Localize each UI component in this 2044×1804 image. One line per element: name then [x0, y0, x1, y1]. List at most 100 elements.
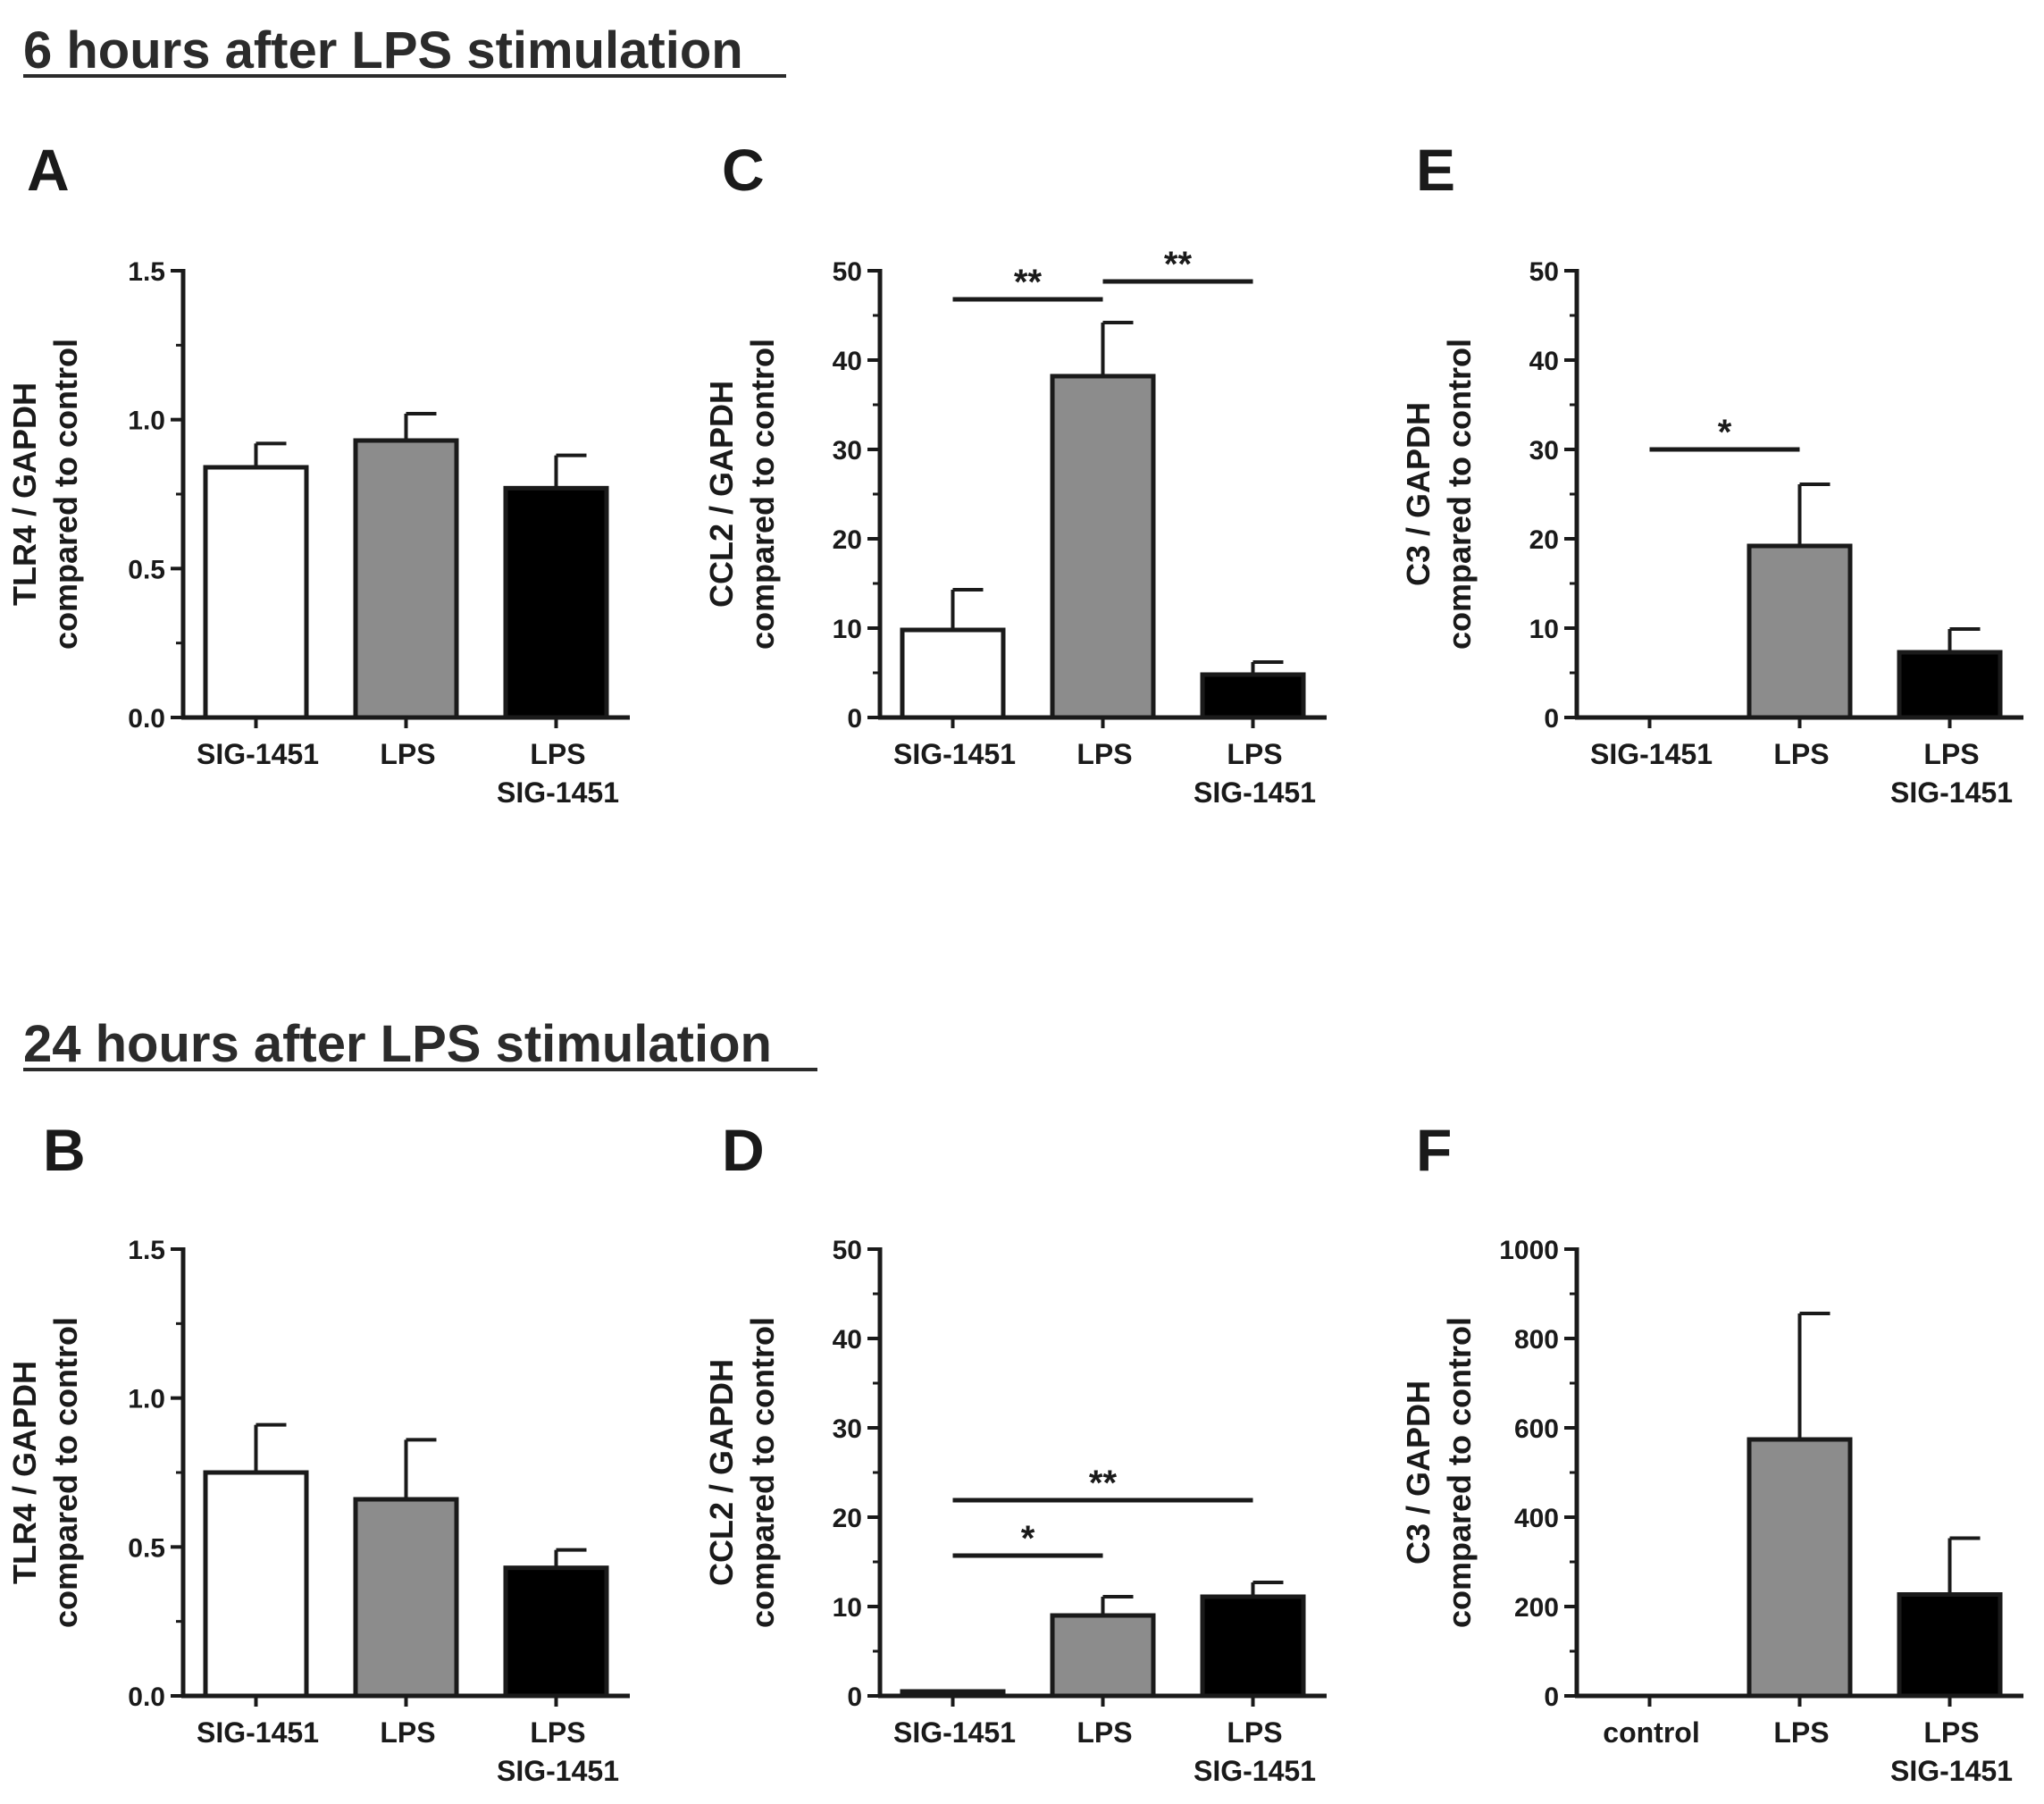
x-tick-label: LPS — [1773, 738, 1829, 770]
y-tick-label: 50 — [833, 1236, 862, 1265]
bar — [900, 627, 1006, 720]
y-tick-label: 1.0 — [128, 1385, 165, 1414]
y-axis-label: compared to control — [744, 1317, 781, 1628]
y-tick-label: 0.0 — [128, 1682, 165, 1712]
x-tick-label: LPS — [530, 1716, 585, 1749]
y-tick-label: 0.0 — [128, 704, 165, 734]
bar — [353, 1497, 459, 1699]
y-tick-label: 0 — [1544, 1682, 1559, 1712]
panel-letter: D — [722, 1117, 765, 1183]
x-tick-label: SIG-1451 — [497, 776, 619, 809]
panel-letter: C — [722, 137, 765, 203]
y-tick-label: 0.5 — [128, 1533, 165, 1563]
bar — [1897, 650, 2003, 720]
section-title-24h: 24 hours after LPS stimulation — [23, 1015, 817, 1073]
bar — [503, 1565, 609, 1699]
chart-panel-d: D CCL2 / GAPDH compared to control 0 10 20 30 4… — [703, 1117, 1327, 1787]
y-axis-label: compared to control — [744, 339, 781, 650]
y-axis-label: compared to control — [47, 339, 84, 650]
y-tick-label: 20 — [833, 525, 862, 555]
bar — [1897, 1592, 2003, 1699]
section-title-6h: 6 hours after LPS stimulation — [23, 21, 786, 80]
bar — [353, 438, 459, 720]
y-axis-label: C3 / GAPDH — [1400, 402, 1437, 586]
significance-label: * — [1021, 1519, 1035, 1558]
y-tick-label: 800 — [1514, 1325, 1559, 1355]
y-tick-label: 30 — [1529, 436, 1559, 466]
x-tick-label: LPS — [1076, 738, 1132, 770]
bar — [203, 1470, 309, 1699]
chart-panel-f: F C3 / GAPDH compared to control 0 200 400 600… — [1400, 1117, 2023, 1787]
y-axis-label: compared to control — [1441, 1317, 1478, 1628]
y-tick-label: 0 — [847, 1682, 862, 1712]
y-tick-label: 600 — [1514, 1414, 1559, 1444]
x-tick-label: SIG-1451 — [1194, 1755, 1316, 1787]
bar — [503, 485, 609, 720]
y-tick-label: 40 — [833, 347, 862, 376]
bar — [1200, 672, 1306, 720]
y-tick-label: 20 — [833, 1504, 862, 1533]
y-tick-label: 1000 — [1499, 1236, 1559, 1265]
y-tick-label: 400 — [1514, 1504, 1559, 1533]
bar — [1747, 543, 1853, 720]
bar — [900, 1689, 1006, 1699]
x-tick-label: LPS — [1773, 1716, 1829, 1749]
bar — [1050, 373, 1156, 720]
y-tick-label: 50 — [833, 257, 862, 287]
x-tick-label: SIG-1451 — [1890, 776, 2013, 809]
y-tick-label: 10 — [833, 1593, 862, 1623]
y-tick-label: 10 — [1529, 615, 1559, 644]
y-axis-label: CCL2 / GAPDH — [703, 1359, 740, 1586]
significance-label: ** — [1164, 245, 1193, 284]
y-tick-label: 200 — [1514, 1593, 1559, 1623]
y-tick-label: 20 — [1529, 525, 1559, 555]
y-tick-label: 40 — [833, 1325, 862, 1355]
y-tick-label: 50 — [1529, 257, 1559, 287]
bar — [203, 465, 309, 720]
x-tick-label: LPS — [530, 738, 585, 770]
chart-panel-e: E C3 / GAPDH compared to control 0 10 20 30 40 5… — [1400, 137, 2023, 809]
section-title-text: 6 hours after LPS stimulation — [23, 21, 743, 80]
y-axis-label: CCL2 / GAPDH — [703, 381, 740, 608]
x-tick-label: LPS — [380, 738, 435, 770]
y-tick-label: 30 — [833, 436, 862, 466]
chart-panel-c: C CCL2 / GAPDH compared to control 0 10 20 30 4… — [703, 137, 1327, 809]
x-tick-label: SIG-1451 — [497, 1755, 619, 1787]
y-tick-label: 0 — [1544, 704, 1559, 734]
x-tick-label: LPS — [1923, 738, 1979, 770]
y-axis-label: TLR4 / GAPDH — [6, 1361, 43, 1584]
panel-letter: B — [43, 1117, 86, 1183]
y-tick-label: 1.5 — [128, 257, 165, 287]
bar — [1050, 1613, 1156, 1699]
y-tick-label: 1.5 — [128, 1236, 165, 1265]
y-axis-label: compared to control — [47, 1317, 84, 1628]
y-tick-label: 0.5 — [128, 555, 165, 584]
significance-label: * — [1718, 413, 1732, 452]
chart-panel-a: A TLR4 / GAPDH compared to control 0.0 0.5 1.… — [6, 137, 630, 809]
chart-panel-b: B TLR4 / GAPDH compared to control 0.0 0.5 1.… — [6, 1117, 630, 1787]
panel-letter: E — [1416, 137, 1455, 203]
significance-label: ** — [1014, 263, 1043, 302]
x-tick-label: LPS — [1076, 1716, 1132, 1749]
x-tick-label: LPS — [380, 1716, 435, 1749]
panel-letter: F — [1416, 1117, 1452, 1183]
y-tick-label: 40 — [1529, 347, 1559, 376]
y-tick-label: 1.0 — [128, 407, 165, 436]
y-axis-label: TLR4 / GAPDH — [6, 382, 43, 606]
bar — [1747, 1437, 1853, 1699]
x-tick-label: SIG-1451 — [197, 1716, 319, 1749]
section-title-text: 24 hours after LPS stimulation — [23, 1015, 772, 1073]
x-tick-label: SIG-1451 — [1890, 1755, 2013, 1787]
x-tick-label: LPS — [1227, 1716, 1282, 1749]
x-tick-label: SIG-1451 — [893, 738, 1016, 770]
x-tick-label: SIG-1451 — [197, 738, 319, 770]
y-tick-label: 10 — [833, 615, 862, 644]
bar — [1200, 1594, 1306, 1699]
y-tick-label: 0 — [847, 704, 862, 734]
x-tick-label: control — [1603, 1716, 1699, 1749]
x-tick-label: SIG-1451 — [1590, 738, 1713, 770]
x-tick-label: LPS — [1227, 738, 1282, 770]
y-tick-label: 30 — [833, 1414, 862, 1444]
x-tick-label: SIG-1451 — [893, 1716, 1016, 1749]
